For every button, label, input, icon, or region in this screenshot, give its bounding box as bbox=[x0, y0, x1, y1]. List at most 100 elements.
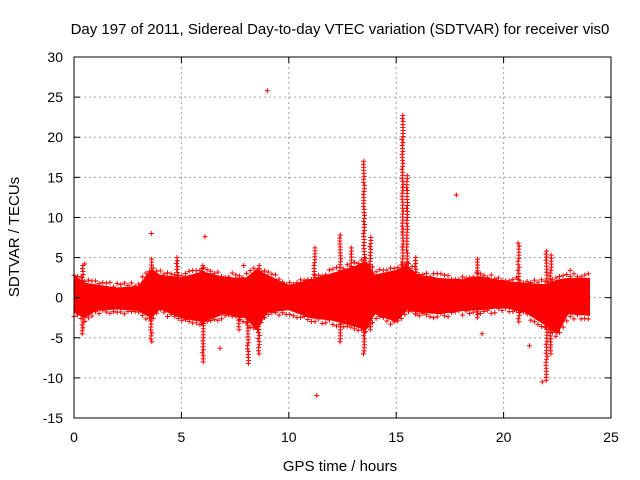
data-point bbox=[244, 287, 250, 293]
data-point bbox=[388, 321, 394, 327]
data-point bbox=[148, 289, 154, 295]
data-point bbox=[236, 273, 242, 279]
data-point bbox=[524, 311, 530, 317]
data-point bbox=[388, 265, 394, 271]
data-point bbox=[516, 270, 522, 276]
data-point bbox=[423, 270, 429, 276]
data-point bbox=[360, 191, 366, 197]
data-point bbox=[258, 319, 264, 325]
data-point bbox=[349, 284, 355, 290]
data-point bbox=[237, 291, 243, 297]
data-point bbox=[495, 275, 501, 281]
data-point bbox=[553, 333, 559, 339]
data-point bbox=[80, 269, 86, 275]
data-point bbox=[362, 285, 368, 291]
data-point bbox=[96, 281, 102, 287]
data-point bbox=[175, 270, 181, 276]
data-point bbox=[420, 311, 426, 317]
data-point bbox=[247, 324, 253, 330]
data-point bbox=[334, 323, 340, 329]
x-tick-label: 25 bbox=[603, 429, 619, 445]
data-point bbox=[367, 279, 373, 285]
data-point bbox=[470, 274, 476, 280]
data-point bbox=[567, 273, 573, 279]
data-point bbox=[149, 280, 155, 286]
data-point bbox=[80, 295, 86, 301]
data-point bbox=[531, 277, 537, 283]
data-point bbox=[280, 310, 286, 316]
data-point bbox=[149, 312, 155, 318]
data-point-outlier bbox=[202, 234, 208, 240]
data-point bbox=[516, 298, 522, 304]
data-point bbox=[361, 158, 367, 164]
data-point bbox=[290, 313, 296, 319]
data-point bbox=[262, 268, 268, 274]
data-point bbox=[400, 208, 406, 214]
data-point-outlier bbox=[567, 267, 573, 273]
data-point bbox=[175, 315, 181, 321]
data-point bbox=[316, 316, 322, 322]
data-point bbox=[337, 232, 343, 238]
data-point bbox=[404, 262, 410, 268]
data-point bbox=[544, 344, 550, 350]
data-point bbox=[548, 252, 554, 258]
data-point bbox=[543, 284, 549, 290]
x-axis-label: GPS time / hours bbox=[283, 458, 397, 475]
data-point bbox=[400, 226, 406, 232]
data-point bbox=[174, 267, 180, 273]
data-point bbox=[564, 318, 570, 324]
data-point bbox=[256, 351, 262, 357]
data-point bbox=[311, 304, 317, 310]
data-point bbox=[404, 223, 410, 229]
y-tick-label: 20 bbox=[47, 129, 63, 145]
data-point bbox=[85, 277, 91, 283]
data-point bbox=[165, 270, 171, 276]
data-point bbox=[544, 266, 550, 272]
data-point bbox=[174, 279, 180, 285]
data-point bbox=[459, 312, 465, 318]
data-point bbox=[245, 290, 251, 296]
data-point bbox=[557, 273, 563, 279]
data-point bbox=[305, 317, 311, 323]
data-point bbox=[218, 316, 224, 322]
data-point bbox=[226, 312, 232, 318]
grid bbox=[74, 57, 611, 418]
data-point bbox=[463, 275, 469, 281]
y-tick-label: 30 bbox=[47, 49, 63, 65]
data-point bbox=[283, 281, 289, 287]
data-point bbox=[548, 303, 554, 309]
data-point bbox=[399, 298, 405, 304]
data-point bbox=[399, 190, 405, 196]
data-point bbox=[330, 322, 336, 328]
data-point bbox=[168, 311, 174, 317]
data-point bbox=[412, 293, 418, 299]
data-point bbox=[93, 309, 99, 315]
data-point bbox=[200, 287, 206, 293]
data-point bbox=[368, 235, 374, 240]
data-point bbox=[125, 282, 131, 288]
data-point bbox=[256, 323, 262, 329]
data-point bbox=[233, 272, 239, 278]
y-tick-label: 15 bbox=[47, 169, 63, 185]
data-point-outlier bbox=[539, 379, 545, 385]
data-point bbox=[193, 320, 199, 326]
data-point bbox=[362, 221, 368, 227]
data-point bbox=[404, 280, 410, 286]
data-point bbox=[114, 281, 120, 287]
data-point bbox=[499, 307, 505, 313]
data-point bbox=[535, 279, 541, 285]
data-point bbox=[403, 283, 409, 289]
data-point bbox=[368, 255, 374, 261]
data-point bbox=[323, 320, 329, 326]
data-point bbox=[413, 296, 419, 302]
axis-ticks: 0 5 10 15 20 25 -15 -10 -5 0 5 10 15 20 25 30 bbox=[43, 49, 619, 445]
data-point bbox=[179, 273, 185, 279]
data-point bbox=[412, 302, 418, 308]
data-point bbox=[148, 306, 154, 312]
data-point bbox=[513, 308, 519, 314]
data-point bbox=[423, 312, 429, 318]
y-tick-label: 25 bbox=[47, 89, 63, 105]
data-point bbox=[544, 272, 550, 278]
data-point bbox=[215, 317, 221, 323]
data-point bbox=[79, 274, 85, 280]
